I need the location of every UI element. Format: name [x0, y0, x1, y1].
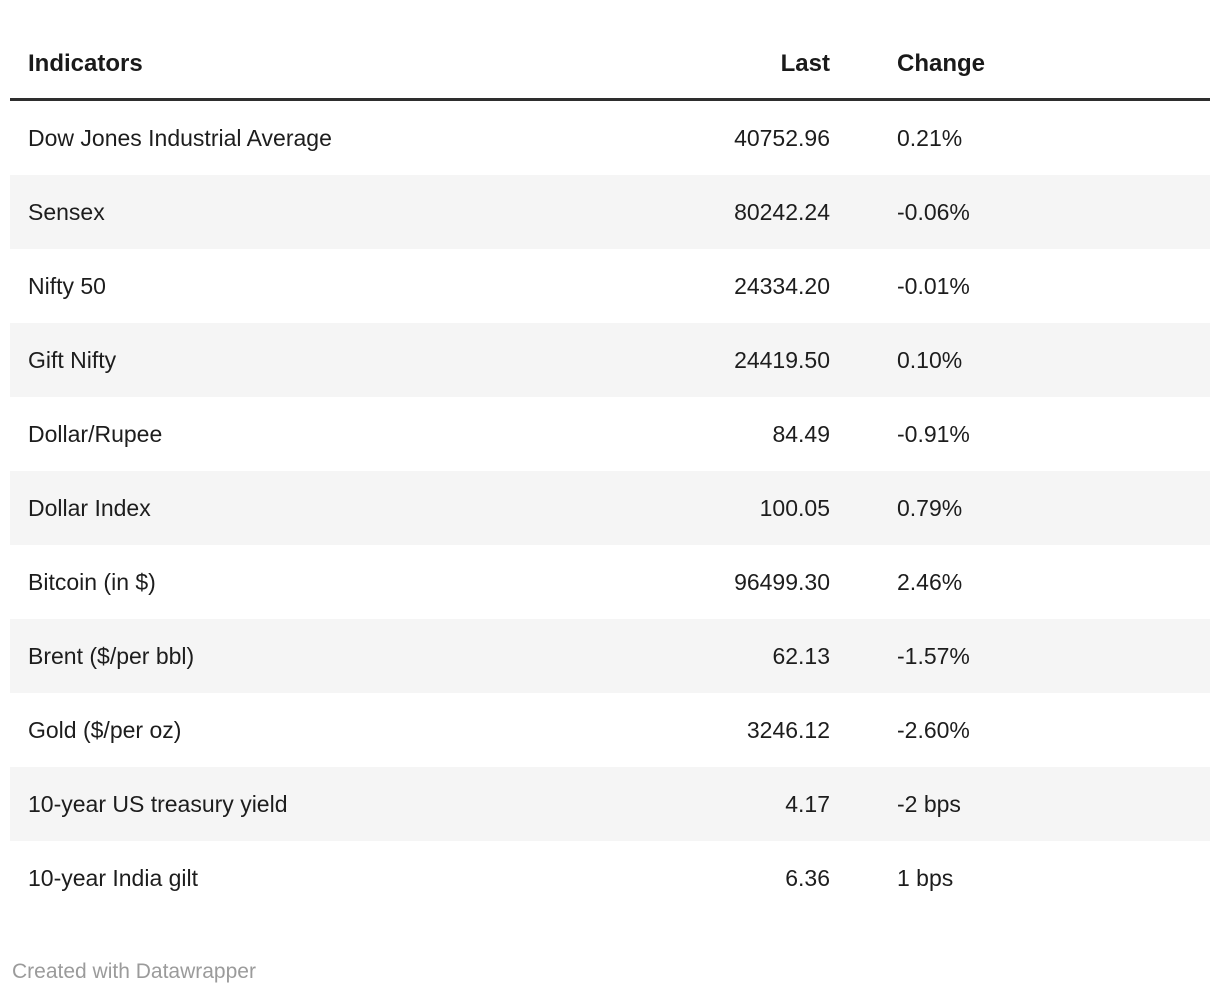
- indicator-name-cell: Sensex: [28, 198, 105, 225]
- last-value-cell: 24419.50: [734, 346, 830, 373]
- change-value-cell: -2 bps: [897, 790, 961, 817]
- table-header-row: Indicators Last Change: [10, 0, 1210, 101]
- last-value-cell: 100.05: [759, 494, 830, 521]
- datawrapper-credit-link[interactable]: Created with Datawrapper: [12, 960, 256, 983]
- change-value-cell: -0.91%: [897, 420, 970, 447]
- table-row: Brent ($/per bbl) 62.13 -1.57%: [10, 619, 1210, 693]
- change-value-cell: -2.60%: [897, 716, 970, 743]
- table-body: Dow Jones Industrial Average 40752.96 0.…: [10, 100, 1210, 916]
- change-value-cell: 1 bps: [897, 864, 954, 891]
- last-value-cell: 6.36: [785, 864, 830, 891]
- indicator-name-cell: Nifty 50: [28, 272, 106, 299]
- indicator-name-cell: Gift Nifty: [28, 346, 117, 373]
- last-value-cell: 3246.12: [746, 716, 830, 743]
- change-value-cell: 0.79%: [897, 494, 963, 521]
- table-row: Dollar/Rupee 84.49 -0.91%: [10, 397, 1210, 471]
- column-header-change: Change: [860, 0, 1210, 101]
- last-value-cell: 80242.24: [734, 198, 830, 225]
- change-value-cell: -1.57%: [897, 642, 970, 669]
- column-header-indicators: Indicators: [10, 0, 660, 101]
- last-value-cell: 96499.30: [734, 568, 830, 595]
- change-value-cell: 0.10%: [897, 346, 963, 373]
- table-row: Dollar Index 100.05 0.79%: [10, 471, 1210, 545]
- indicator-name-cell: 10-year US treasury yield: [28, 790, 288, 817]
- table-row: 10-year US treasury yield 4.17 -2 bps: [10, 767, 1210, 841]
- last-value-cell: 24334.20: [734, 272, 830, 299]
- indicator-name-cell: 10-year India gilt: [28, 864, 199, 891]
- indicator-name-cell: Bitcoin (in $): [28, 568, 156, 595]
- table-row: Bitcoin (in $) 96499.30 2.46%: [10, 545, 1210, 619]
- column-header-last: Last: [660, 0, 860, 101]
- table-row: Dow Jones Industrial Average 40752.96 0.…: [10, 100, 1210, 176]
- change-value-cell: -0.01%: [897, 272, 970, 299]
- indicator-name-cell: Dow Jones Industrial Average: [28, 124, 332, 151]
- last-value-cell: 40752.96: [734, 124, 830, 151]
- indicator-name-cell: Gold ($/per oz): [28, 716, 182, 743]
- table-row: Sensex 80242.24 -0.06%: [10, 175, 1210, 249]
- table-row: Gift Nifty 24419.50 0.10%: [10, 323, 1210, 397]
- last-value-cell: 62.13: [772, 642, 830, 669]
- last-value-cell: 84.49: [772, 420, 830, 447]
- indicators-table: Indicators Last Change Dow Jones Industr…: [10, 0, 1210, 915]
- table-row: Nifty 50 24334.20 -0.01%: [10, 249, 1210, 323]
- table-row: 10-year India gilt 6.36 1 bps: [10, 841, 1210, 915]
- indicator-name-cell: Dollar/Rupee: [28, 420, 163, 447]
- indicator-name-cell: Brent ($/per bbl): [28, 642, 195, 669]
- table-header: Indicators Last Change: [10, 0, 1210, 101]
- change-value-cell: -0.06%: [897, 198, 970, 225]
- change-value-cell: 2.46%: [897, 568, 963, 595]
- chart-footer: Created with Datawrapper: [12, 959, 1210, 985]
- last-value-cell: 4.17: [785, 790, 830, 817]
- indicator-name-cell: Dollar Index: [28, 494, 151, 521]
- table-row: Gold ($/per oz) 3246.12 -2.60%: [10, 693, 1210, 767]
- change-value-cell: 0.21%: [897, 124, 963, 151]
